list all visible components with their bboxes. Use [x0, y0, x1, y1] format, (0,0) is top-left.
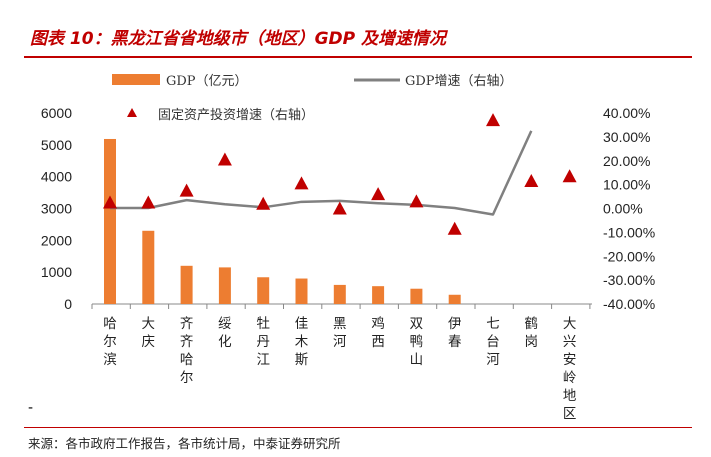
right-tick-label: 30.00%	[603, 129, 650, 145]
investment-growth-marker	[332, 201, 347, 215]
gdp-bar	[142, 230, 155, 304]
gdp-bar	[372, 286, 385, 304]
investment-growth-marker	[256, 196, 271, 210]
category-label: 双鸭山	[410, 316, 424, 368]
investment-growth-marker	[447, 221, 462, 235]
right-tick-label: 40.00%	[603, 105, 650, 121]
x-axis-ticks	[91, 304, 591, 309]
category-label: 伊春	[448, 316, 462, 350]
category-label: 牡丹江	[256, 316, 270, 368]
left-tick-label: 0	[64, 296, 72, 312]
left-axis: 6000 5000 4000 3000 2000 1000 0	[41, 105, 72, 312]
gdp-bar	[333, 284, 346, 304]
investment-growth-marker	[141, 195, 156, 209]
legend-gdp-label: GDP（亿元）	[166, 74, 248, 89]
gdp-bar	[218, 267, 231, 304]
investment-growth-marker	[294, 176, 309, 190]
investment-growth-marker	[179, 183, 194, 197]
category-label: 佳木斯	[295, 316, 309, 368]
investment-growth-marker	[486, 113, 500, 127]
category-label: 鸡西	[371, 315, 385, 350]
left-tick-label: 6000	[41, 105, 72, 121]
investment-growth-marker	[409, 194, 424, 208]
category-label: 大庆	[142, 316, 156, 350]
category-label: 绥化	[218, 316, 232, 350]
right-tick-label: -40.00%	[603, 296, 655, 312]
category-label: 鹤岗	[525, 316, 539, 350]
right-axis: 40.00% 30.00% 20.00% 10.00% 0.00% -10.00% -20.…	[603, 105, 655, 312]
right-tick-label: -30.00%	[603, 272, 655, 288]
category-label: 七台河	[486, 316, 500, 368]
gdp-bar	[104, 138, 116, 304]
right-tick-label: 0.00%	[603, 201, 643, 217]
left-tick-label: 1000	[41, 264, 72, 280]
right-tick-label: -20.00%	[603, 248, 655, 264]
investment-growth-marker	[217, 152, 232, 166]
left-tick-label: 4000	[41, 169, 72, 185]
title-bar: 图表 10：黑龙江省省地级市（地区）GDP 及增速情况	[24, 20, 692, 58]
gdp-bar	[448, 294, 461, 304]
investment-growth-marker	[524, 174, 539, 188]
legend: GDP（亿元） GDP增速（右轴） 固定资产投资增速（右轴）	[112, 74, 513, 123]
category-label: 哈尔滨	[103, 316, 117, 368]
left-tick-label: 3000	[41, 201, 72, 217]
left-tick-label: 5000	[41, 137, 72, 153]
gdp-bar	[180, 265, 193, 304]
gdp-bar	[295, 278, 308, 304]
marker-series	[103, 113, 577, 235]
legend-investment-swatch	[127, 108, 137, 117]
footer-rule	[24, 427, 692, 428]
footnote-mark: -	[28, 400, 34, 416]
bar-series	[104, 138, 461, 304]
investment-growth-marker	[562, 169, 577, 183]
investment-growth-marker	[371, 187, 386, 201]
category-label: 齐齐哈尔	[180, 316, 194, 386]
legend-growth-label: GDP增速（右轴）	[405, 74, 513, 89]
legend-investment-label: 固定资产投资增速（右轴）	[158, 107, 314, 123]
gdp-bar	[410, 288, 423, 304]
right-tick-label: 10.00%	[603, 177, 650, 193]
category-label: 黑河	[333, 316, 347, 350]
right-tick-label: -10.00%	[603, 224, 655, 240]
gdp-growth-line	[110, 130, 533, 216]
right-tick-label: 20.00%	[603, 153, 650, 169]
left-tick-label: 2000	[41, 232, 72, 248]
investment-growth-marker	[103, 195, 117, 209]
gdp-bar	[257, 277, 270, 304]
category-label: 大兴安岭地区	[563, 316, 577, 422]
chart: GDP（亿元） GDP增速（右轴） 固定资产投资增速（右轴） 6000 5000 4…	[41, 74, 655, 422]
source-note: 来源：各市政府工作报告，各市统计局，中泰证券研究所	[28, 436, 341, 451]
line-series	[110, 130, 533, 216]
legend-gdp-swatch	[112, 74, 160, 85]
chart-title: 图表 10：黑龙江省省地级市（地区）GDP 及增速情况	[30, 29, 447, 49]
